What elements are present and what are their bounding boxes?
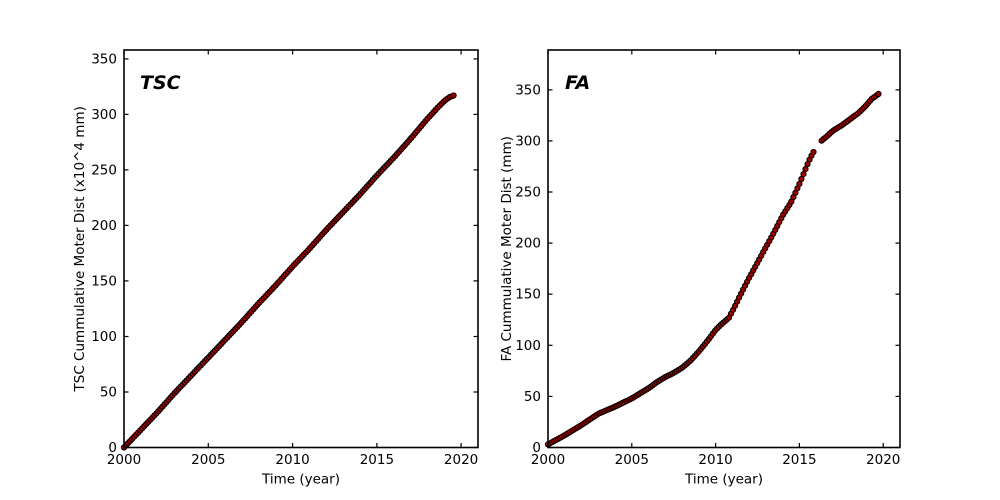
- tsc-chart: 2000 2005 2010 2015 2020 0 50 100 150 200 250 300 35…: [72, 49, 479, 488]
- y-axis-title: FA Cummulative Moter Dist (mm): [500, 136, 515, 361]
- x-axis-title: Time (year): [684, 472, 763, 488]
- data-point-last: [450, 92, 457, 99]
- x-tick-label: 2020: [866, 452, 900, 468]
- x-tick-label: 2000: [107, 452, 141, 468]
- y-tick-label: 300: [91, 107, 117, 123]
- y-tick-label: 100: [515, 338, 541, 354]
- y-axis-title: TSC Cummulative Moter Dist (x10^4 mm): [72, 106, 88, 392]
- x-tick-label: 2005: [615, 452, 649, 468]
- plot-annotation: FA: [565, 72, 590, 94]
- x-tick-label: 2010: [275, 452, 309, 468]
- y-tick-label: 150: [91, 273, 117, 289]
- y-tick-label: 0: [108, 440, 117, 456]
- x-tick-label: 2005: [191, 452, 225, 468]
- y-tick-label: 50: [524, 389, 541, 405]
- y-tick-label: 200: [515, 236, 541, 252]
- x-tick-label: 2000: [531, 452, 565, 468]
- x-tick-label: 2020: [444, 452, 478, 468]
- y-tick-label: 250: [91, 162, 117, 178]
- y-tick-label: 0: [532, 440, 541, 456]
- y-tick-label: 100: [91, 329, 117, 345]
- axes-frame: [547, 49, 901, 449]
- axes-frame: [123, 49, 479, 449]
- y-tick-label: 300: [515, 133, 541, 149]
- data-point: [800, 171, 807, 178]
- y-tick-label: 150: [515, 287, 541, 303]
- y-tick-label: 350: [515, 82, 541, 98]
- x-tick-label: 2010: [698, 452, 732, 468]
- data-point: [798, 175, 805, 183]
- subplot-fa: 2000 2005 2010 2015 2020 0 50 100 150 200 250 300 35…: [500, 0, 1000, 500]
- y-tick-label: 50: [100, 385, 117, 401]
- subplot-tsc: 2000 2005 2010 2015 2020 0 50 100 150 200 250 300 35…: [72, 49, 479, 488]
- plot-annotation: TSC: [140, 72, 181, 94]
- y-tick-label: 350: [91, 51, 117, 67]
- data-point-last: [875, 90, 882, 98]
- fa-chart: 2000 2005 2010 2015 2020 0 50 100 150 200 250 300 35…: [500, 49, 901, 488]
- y-tick-label: 250: [515, 185, 541, 201]
- x-tick-label: 2015: [782, 452, 816, 468]
- y-tick-label: 200: [91, 218, 117, 234]
- x-tick-label: 2015: [360, 452, 394, 468]
- data-point: [810, 148, 817, 156]
- x-axis-title: Time (year): [261, 472, 340, 488]
